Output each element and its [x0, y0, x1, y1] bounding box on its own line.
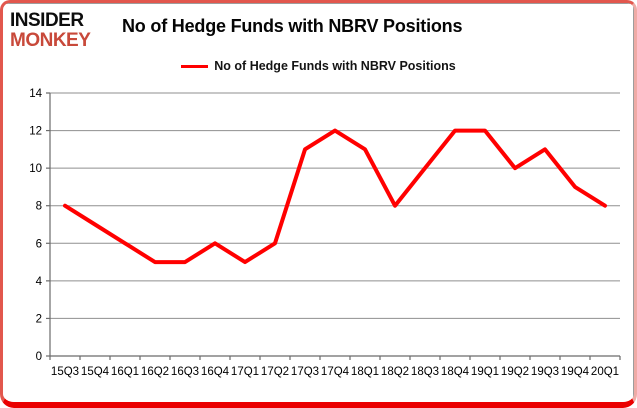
svg-text:0: 0: [36, 351, 42, 363]
legend: No of Hedge Funds with NBRV Positions: [3, 59, 634, 73]
svg-text:15Q4: 15Q4: [81, 366, 110, 378]
legend-line-swatch: [181, 64, 209, 68]
svg-text:17Q2: 17Q2: [261, 366, 289, 378]
svg-text:17Q4: 17Q4: [321, 366, 350, 378]
svg-text:19Q1: 19Q1: [471, 366, 499, 378]
svg-text:6: 6: [36, 238, 42, 250]
svg-text:10: 10: [29, 163, 42, 175]
insider-monkey-logo: INSIDER MONKEY: [10, 10, 91, 51]
logo-monkey-text: MONKEY: [10, 30, 91, 51]
svg-text:8: 8: [36, 201, 42, 213]
legend-label: No of Hedge Funds with NBRV Positions: [214, 59, 456, 73]
svg-text:12: 12: [29, 126, 42, 138]
svg-text:2: 2: [36, 313, 42, 325]
svg-text:17Q1: 17Q1: [231, 366, 259, 378]
svg-text:16Q2: 16Q2: [141, 366, 169, 378]
svg-text:19Q4: 19Q4: [561, 366, 590, 378]
svg-text:16Q3: 16Q3: [171, 366, 199, 378]
svg-text:20Q1: 20Q1: [591, 366, 619, 378]
chart-title: No of Hedge Funds with NBRV Positions: [122, 16, 463, 36]
svg-text:19Q3: 19Q3: [531, 366, 559, 378]
svg-text:18Q2: 18Q2: [381, 366, 409, 378]
svg-text:18Q4: 18Q4: [441, 366, 470, 378]
svg-text:18Q3: 18Q3: [411, 366, 439, 378]
logo-insider-text: INSIDER: [10, 10, 84, 31]
svg-text:15Q3: 15Q3: [51, 366, 79, 378]
svg-text:19Q2: 19Q2: [501, 366, 529, 378]
svg-text:17Q3: 17Q3: [291, 366, 319, 378]
svg-text:16Q4: 16Q4: [201, 366, 230, 378]
svg-text:4: 4: [36, 276, 43, 288]
svg-text:14: 14: [29, 88, 42, 100]
svg-text:18Q1: 18Q1: [351, 366, 379, 378]
svg-text:16Q1: 16Q1: [111, 366, 139, 378]
